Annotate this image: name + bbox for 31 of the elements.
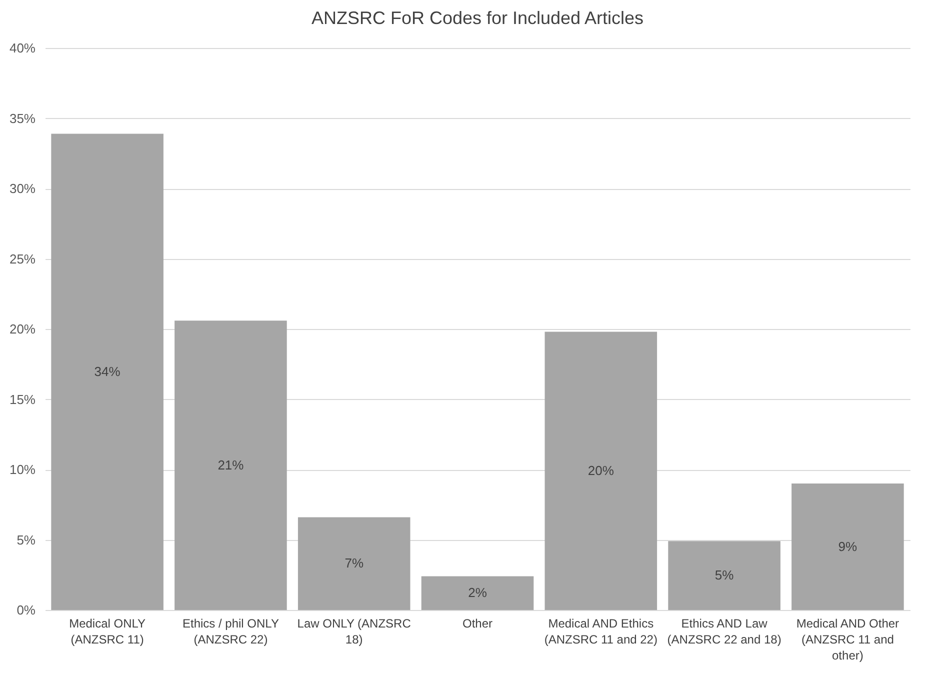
- y-tick-label: 30%: [9, 181, 36, 196]
- y-tick-label: 15%: [9, 392, 36, 407]
- bar: [421, 576, 534, 610]
- bar: [668, 541, 780, 610]
- data-label: 21%: [218, 457, 244, 472]
- x-tick-label: Ethics AND Law (ANZSRC 22 and 18): [667, 616, 782, 646]
- x-tick-label: Other: [462, 616, 493, 630]
- y-tick-label: 35%: [9, 110, 36, 126]
- x-tick-label: Law ONLY (ANZSRC 18): [297, 616, 412, 646]
- x-tick-label: Medical AND Other (ANZSRC 11 and other): [796, 616, 900, 662]
- y-tick-label: 0%: [16, 602, 36, 618]
- x-tick-label: Ethics / phil ONLY (ANZSRC 22): [182, 616, 279, 646]
- y-tick-label: 10%: [9, 462, 36, 477]
- bar: [792, 484, 904, 610]
- data-label: 5%: [714, 568, 734, 583]
- data-label: 20%: [588, 462, 614, 478]
- data-label: 9%: [838, 538, 858, 554]
- y-tick-label: 40%: [9, 40, 36, 56]
- chart-title: ANZSRC FoR Codes for Included Articles: [311, 8, 644, 28]
- data-label: 2%: [468, 585, 488, 600]
- data-label: 34%: [94, 364, 121, 379]
- bar: [51, 134, 164, 610]
- x-tick-label: Medical AND Ethics (ANZSRC 11 and 22): [544, 616, 658, 646]
- bar: [544, 332, 658, 610]
- x-tick-label: Medical ONLY (ANZSRC 11): [69, 616, 146, 646]
- data-label: 7%: [344, 556, 364, 571]
- bar: [298, 517, 410, 610]
- bar: [174, 320, 287, 610]
- y-tick-label: 5%: [16, 532, 36, 548]
- y-tick-label: 25%: [9, 251, 36, 266]
- y-tick-label: 20%: [9, 322, 36, 336]
